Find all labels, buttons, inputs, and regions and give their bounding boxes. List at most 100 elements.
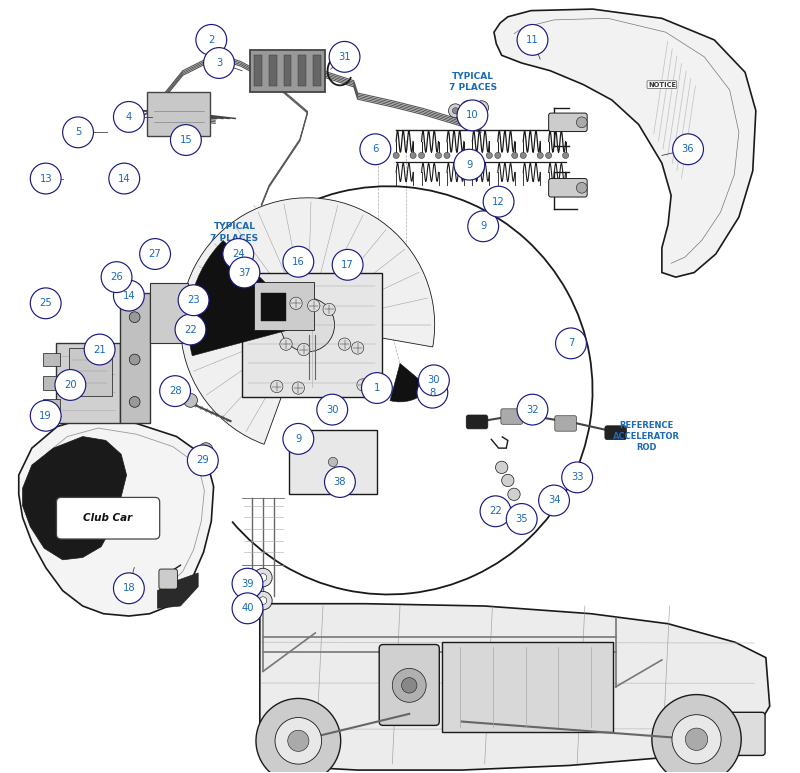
FancyBboxPatch shape [313,56,321,86]
Circle shape [494,152,501,158]
Text: 39: 39 [241,579,254,589]
Circle shape [130,397,140,407]
Circle shape [283,424,314,455]
Circle shape [323,303,335,315]
FancyBboxPatch shape [69,348,112,396]
Circle shape [555,328,586,359]
Text: 37: 37 [238,267,250,278]
Circle shape [281,298,334,352]
FancyBboxPatch shape [555,416,576,431]
Circle shape [435,152,442,158]
Circle shape [362,373,392,404]
FancyBboxPatch shape [42,399,59,413]
Circle shape [298,343,310,356]
Text: 36: 36 [682,145,694,155]
Circle shape [576,117,587,128]
Text: 6: 6 [372,145,378,155]
FancyBboxPatch shape [701,712,765,755]
Circle shape [444,152,450,158]
Text: 32: 32 [526,404,538,414]
Text: NOTICE: NOTICE [648,82,676,87]
Circle shape [417,377,448,408]
Wedge shape [181,198,434,444]
Circle shape [101,262,132,292]
Text: 27: 27 [149,249,162,259]
Circle shape [130,354,140,365]
Circle shape [652,695,742,773]
Text: 38: 38 [334,477,346,487]
Circle shape [328,458,338,467]
Circle shape [178,284,209,315]
Circle shape [332,250,363,280]
Text: 25: 25 [39,298,52,308]
Circle shape [360,134,390,165]
Text: 23: 23 [187,295,200,305]
Circle shape [506,503,537,534]
Circle shape [502,475,514,487]
Circle shape [175,314,206,345]
Text: 35: 35 [515,514,528,524]
FancyBboxPatch shape [57,497,160,539]
Text: 24: 24 [232,249,245,259]
Text: 9: 9 [295,434,302,444]
Text: 34: 34 [548,495,560,506]
Circle shape [229,257,260,288]
Text: TYPICAL
7 PLACES: TYPICAL 7 PLACES [449,72,498,92]
Text: 30: 30 [428,376,440,385]
Circle shape [254,591,272,610]
Circle shape [520,152,526,158]
Circle shape [187,445,218,476]
Circle shape [508,489,520,500]
FancyBboxPatch shape [289,430,377,494]
FancyBboxPatch shape [605,426,626,440]
Circle shape [495,461,508,474]
Circle shape [203,48,234,78]
FancyBboxPatch shape [254,56,262,86]
Polygon shape [494,9,756,278]
FancyBboxPatch shape [150,282,188,343]
FancyBboxPatch shape [120,292,150,423]
Text: 19: 19 [39,410,52,421]
Circle shape [369,382,382,394]
Circle shape [576,182,587,193]
Circle shape [114,280,144,311]
Circle shape [280,338,292,350]
Text: 22: 22 [489,506,502,516]
Circle shape [537,152,543,158]
Circle shape [457,100,488,131]
Circle shape [292,382,305,394]
Circle shape [183,393,198,407]
Circle shape [474,100,489,114]
Circle shape [480,495,511,526]
Text: 16: 16 [292,257,305,267]
Circle shape [259,574,266,581]
Circle shape [357,379,369,391]
FancyBboxPatch shape [501,409,522,424]
FancyBboxPatch shape [56,342,121,423]
Circle shape [170,124,202,155]
Text: 14: 14 [118,174,130,183]
Circle shape [30,288,61,318]
Circle shape [199,443,213,457]
Circle shape [512,152,518,158]
Wedge shape [188,240,307,356]
Circle shape [410,152,416,158]
Circle shape [196,25,226,56]
Circle shape [84,334,115,365]
Circle shape [130,312,140,322]
FancyBboxPatch shape [159,569,178,589]
FancyBboxPatch shape [42,352,59,366]
FancyBboxPatch shape [298,56,306,86]
Circle shape [259,597,266,604]
Circle shape [402,678,417,693]
Circle shape [393,152,399,158]
Circle shape [546,152,552,158]
Circle shape [288,730,309,751]
Circle shape [256,699,341,773]
Circle shape [325,467,355,497]
FancyBboxPatch shape [42,376,59,390]
Circle shape [140,239,170,270]
Text: 20: 20 [64,380,77,390]
FancyBboxPatch shape [549,179,587,197]
Text: 18: 18 [122,584,135,594]
